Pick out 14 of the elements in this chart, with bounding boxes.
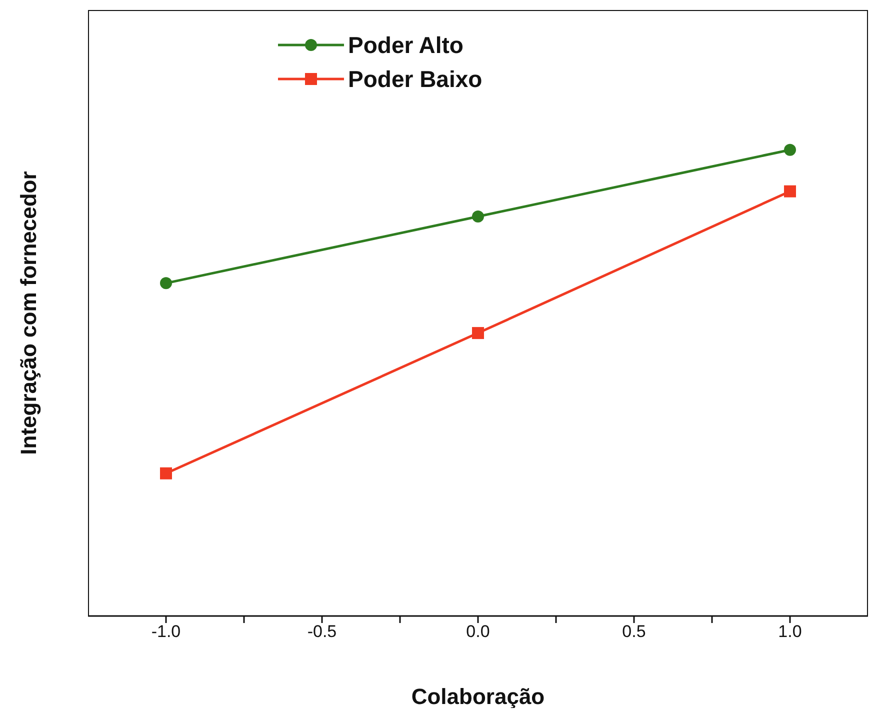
x-tick-label: -0.5 xyxy=(307,622,337,642)
x-tick-label: 0.0 xyxy=(466,622,490,642)
x-tick-label: 0.5 xyxy=(622,622,646,642)
x-tick-label: -1.0 xyxy=(151,622,181,642)
point xyxy=(784,144,796,156)
legend-label: Poder Alto xyxy=(348,32,464,58)
x-tick-label: 1.0 xyxy=(778,622,802,642)
y-axis-title: Integração com fornecedor xyxy=(16,171,42,455)
point xyxy=(160,277,172,290)
point xyxy=(784,185,796,198)
point xyxy=(160,467,172,480)
point xyxy=(472,210,484,223)
legend-label: Poder Baixo xyxy=(348,66,482,92)
point xyxy=(472,327,484,340)
